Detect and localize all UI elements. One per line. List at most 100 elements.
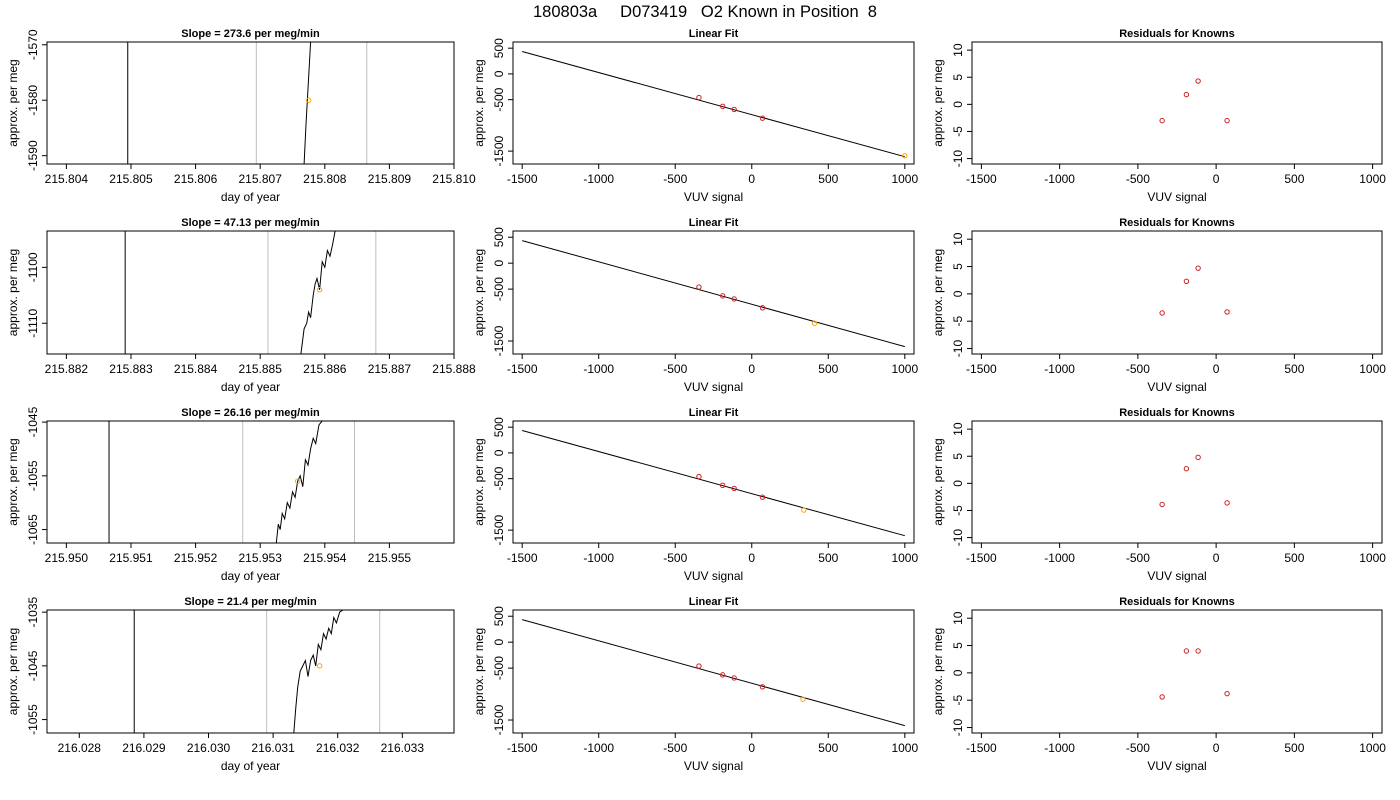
known-point <box>759 494 766 500</box>
y-tick-label: 0 <box>951 480 965 487</box>
y-tick-label: 0 <box>492 449 506 456</box>
known-point <box>1159 117 1165 124</box>
panel-title: Linear Fit <box>689 596 739 608</box>
known-point <box>1224 309 1230 315</box>
panel-title: Residuals for Knowns <box>1119 407 1235 419</box>
x-tick-label: 215.887 <box>368 362 412 376</box>
x-tick-label: 1000 <box>1359 362 1386 376</box>
x-tick-label: -500 <box>1126 362 1150 376</box>
x-tick-label: -500 <box>1126 741 1150 755</box>
plot-frame <box>971 41 1383 165</box>
x-tick-label: 500 <box>818 741 838 755</box>
y-axis-label: approx. per meg <box>6 438 20 525</box>
plot-area <box>1159 78 1230 124</box>
signal-trace <box>275 421 323 543</box>
y-axis-label: approx. per meg <box>472 249 486 336</box>
plot-area <box>522 240 905 348</box>
x-tick-label: 0 <box>748 362 755 376</box>
plot-area <box>522 619 905 727</box>
panel-time-row-1: Slope = 273.6 per meg/min 215.804 215.805 2… <box>6 28 476 204</box>
y-axis-label: approx. per meg <box>931 438 945 525</box>
y-tick-label: -1500 <box>492 704 506 735</box>
y-tick-label: -500 <box>492 466 506 490</box>
y-tick-label: 500 <box>492 38 506 58</box>
x-axis-label: VUV signal <box>684 759 743 773</box>
plot-frame <box>46 41 455 165</box>
x-axis-label: day of year <box>221 190 280 204</box>
y-tick-label: 500 <box>492 227 506 247</box>
y-axis-label: approx. per meg <box>472 628 486 715</box>
x-tick-label: -1000 <box>583 362 614 376</box>
y-tick-label: -10 <box>951 150 965 168</box>
x-tick-label: -1000 <box>1044 741 1075 755</box>
known-point <box>1183 466 1190 472</box>
x-tick-label: 216.028 <box>58 741 102 755</box>
x-tick-label: 215.808 <box>303 172 347 186</box>
x-tick-label: -1500 <box>966 741 997 755</box>
sample-mean-point <box>305 97 312 103</box>
x-tick-label: 500 <box>1284 741 1304 755</box>
y-axis-label: approx. per meg <box>6 628 20 715</box>
x-tick-label: -1500 <box>966 362 997 376</box>
known-point <box>1183 648 1190 654</box>
y-tick-label: 5 <box>951 74 965 81</box>
x-tick-label: 216.031 <box>251 741 295 755</box>
y-tick-label: 0 <box>492 70 506 77</box>
x-tick-label: 215.882 <box>45 362 89 376</box>
x-tick-label: -1000 <box>1044 172 1075 186</box>
y-tick-label: -1035 <box>26 596 40 627</box>
sample-mean-point <box>316 287 323 293</box>
sample-point <box>811 320 818 327</box>
x-tick-label: 215.804 <box>45 172 89 186</box>
y-tick-label: -1055 <box>26 704 40 735</box>
x-axis-label: VUV signal <box>1147 759 1206 773</box>
x-tick-label: -500 <box>1126 551 1150 565</box>
known-point <box>1159 310 1165 316</box>
x-axis-label: VUV signal <box>684 190 743 204</box>
panel-residuals-row-1: Residuals for Knowns -1500 -1000 -500 0 500 10… <box>931 28 1386 204</box>
y-tick-label: -1500 <box>492 325 506 356</box>
sample-point <box>902 153 908 159</box>
panel-residuals-row-4: Residuals for Knowns -1500 -1000 -500 0 500 10… <box>931 596 1386 773</box>
y-tick-label: -5 <box>951 695 965 706</box>
known-point <box>1183 278 1190 284</box>
plot-frame <box>971 609 1383 734</box>
panel-fit-row-2: Linear Fit -1500 -1000 -500 0 500 1000 500 0 -500… <box>472 217 918 394</box>
panel-title: Linear Fit <box>689 407 739 419</box>
plot-frame <box>971 420 1383 544</box>
x-tick-label: 0 <box>1213 362 1220 376</box>
x-tick-label: 500 <box>818 551 838 565</box>
known-point <box>731 485 737 492</box>
known-point <box>759 305 766 311</box>
panel-time-row-2: Slope = 47.13 per meg/min 215.882 215.883 2… <box>6 217 476 394</box>
y-tick-label: -5 <box>951 126 965 137</box>
known-point <box>1224 117 1230 124</box>
x-tick-label: -1500 <box>507 741 538 755</box>
y-tick-label: 10 <box>951 611 965 625</box>
known-point <box>759 115 766 121</box>
x-axis-label: VUV signal <box>1147 190 1206 204</box>
plot-area <box>124 231 377 354</box>
x-tick-label: 216.033 <box>381 741 425 755</box>
x-tick-label: 1000 <box>1359 172 1386 186</box>
x-tick-label: 215.810 <box>432 172 476 186</box>
x-tick-label: -1000 <box>1044 362 1075 376</box>
x-tick-label: -1500 <box>966 172 997 186</box>
y-tick-label: -1500 <box>492 135 506 166</box>
y-axis-label: approx. per meg <box>6 59 20 146</box>
x-tick-label: 1000 <box>891 362 918 376</box>
fit-line <box>522 240 905 348</box>
x-tick-label: 215.809 <box>368 172 412 186</box>
plot-frame <box>46 420 455 544</box>
x-tick-label: 215.952 <box>174 551 218 565</box>
y-axis-label: approx. per meg <box>931 249 945 336</box>
fit-line <box>522 619 905 727</box>
y-tick-label: -1110 <box>26 308 40 337</box>
known-point <box>696 473 702 480</box>
plot-area <box>1159 454 1230 508</box>
panel-title: Slope = 273.6 per meg/min <box>181 28 320 40</box>
sample-point <box>801 507 807 513</box>
x-tick-label: 215.807 <box>238 172 282 186</box>
x-tick-label: 1000 <box>891 551 918 565</box>
plot-area <box>108 421 356 543</box>
